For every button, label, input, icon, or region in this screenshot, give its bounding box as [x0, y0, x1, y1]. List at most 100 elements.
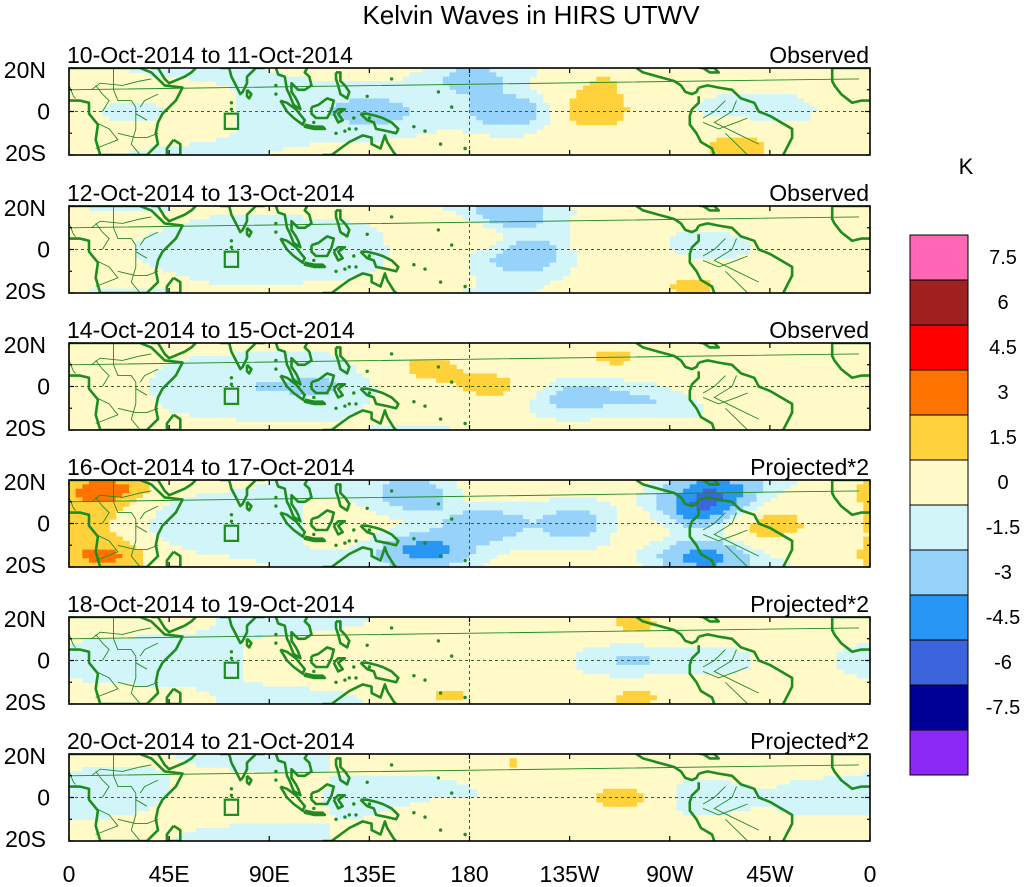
island-dot: [389, 626, 394, 630]
map-frame: [68, 342, 871, 431]
map-panel: 14-Oct-2014 to 15-Oct-2014 Observed 20N 0 20…: [4, 317, 871, 441]
coastline-java: [303, 398, 327, 406]
island-dot: [354, 813, 358, 817]
latitude-tick-label: 0: [37, 99, 50, 125]
country-border-line: [702, 786, 726, 805]
island-dot: [274, 230, 278, 234]
coastline-borneo: [310, 509, 336, 532]
map-panel: 16-Oct-2014 to 17-Oct-2014 Projected*2 20N…: [4, 454, 871, 578]
country-border-line: [91, 216, 152, 229]
country-border-line: [713, 649, 759, 694]
coastline-india: [220, 754, 265, 782]
island-dot: [450, 517, 454, 521]
panel-date-range: 14-Oct-2014 to 15-Oct-2014: [67, 317, 355, 343]
country-border-line: [139, 93, 159, 108]
island-dot: [367, 528, 372, 532]
latitude-tick-label: 0: [37, 511, 50, 537]
colorbar-swatch: [909, 414, 969, 461]
island-dot: [229, 793, 234, 797]
coastline-madagascar: [165, 550, 182, 567]
island-dot: [423, 404, 427, 408]
coastline-java: [303, 535, 327, 543]
anomaly-field: [89, 206, 751, 293]
map-frame: [68, 479, 871, 568]
country-border-line: [95, 670, 119, 698]
country-border-line: [135, 525, 148, 533]
country-border-line: [702, 803, 748, 816]
island-dot: [312, 395, 316, 400]
coastline-arabia: [151, 206, 197, 223]
country-border-line: [117, 270, 159, 277]
island-dot: [334, 817, 338, 821]
colorbar-label: 4.5: [989, 337, 1017, 359]
country-border-line: [69, 490, 859, 513]
coastline-africa: [830, 68, 870, 105]
island-dot: [367, 665, 372, 669]
coastline-australia: [322, 683, 398, 704]
longitude-tick-label: 0: [63, 861, 76, 887]
colorbar-swatch: [909, 369, 969, 416]
latitude-tick-label: 20N: [4, 195, 46, 221]
country-border-line: [135, 251, 148, 259]
map-panel: 12-Oct-2014 to 13-Oct-2014 Observed 20N 0 20…: [4, 180, 871, 304]
island-dot: [450, 105, 454, 109]
island-dot: [365, 643, 369, 647]
colorbar-swatch: [909, 594, 969, 641]
coastline-srilanka: [245, 363, 253, 375]
coastline-java: [303, 809, 327, 817]
coastline-sulawesi: [332, 519, 347, 536]
country-border-line: [117, 544, 159, 551]
island-dot: [367, 116, 372, 120]
country-border-line: [702, 512, 726, 531]
island-dot: [365, 232, 369, 236]
coastline-sulawesi: [332, 656, 347, 673]
coastline-australia: [322, 820, 398, 841]
map-area: [68, 616, 871, 705]
coastline-australia: [322, 409, 398, 430]
coastline-southam: [698, 84, 794, 155]
island-dot: [334, 543, 338, 547]
country-border-line: [113, 68, 137, 108]
colorbar-label: -6: [994, 652, 1012, 674]
country-border-line: [702, 392, 748, 405]
country-border-line: [135, 113, 148, 121]
country-border-line: [713, 786, 759, 831]
country-border-line: [69, 85, 77, 99]
coastline-samwest: [688, 645, 716, 704]
coastline-java: [303, 672, 327, 680]
panel-date-range: 16-Oct-2014 to 17-Oct-2014: [67, 454, 355, 480]
island-dot: [229, 656, 234, 660]
country-border-line: [130, 793, 141, 841]
country-border-line: [713, 100, 759, 145]
coastline-seasia: [274, 754, 313, 797]
country-border-line: [69, 771, 77, 785]
island-dot: [463, 146, 467, 151]
colorbar-swatch: [909, 459, 969, 506]
coastline-southam: [698, 633, 794, 704]
coastline-centralam: [635, 617, 700, 645]
coastline-southam: [698, 222, 794, 293]
coastline-seasia: [274, 68, 313, 111]
island-dot: [312, 669, 316, 674]
island-dot: [463, 284, 467, 289]
island-dot: [312, 258, 316, 263]
island-dot: [354, 676, 358, 680]
region-box-outline: [223, 112, 240, 130]
island-dot: [312, 120, 316, 125]
colorbar-label: 3: [997, 382, 1008, 404]
latitude-tick-label: 20N: [4, 57, 46, 83]
coastline-sulawesi: [332, 107, 347, 124]
map-frame: [68, 616, 871, 705]
country-border-line: [725, 681, 748, 704]
coastline-borneo: [310, 97, 336, 120]
island-dot: [274, 641, 278, 645]
coastline-caribbean: [702, 480, 721, 486]
latitude-tick-label: 20N: [4, 469, 46, 495]
country-border-line: [702, 255, 748, 268]
coastline-africa: [830, 480, 870, 517]
coastline-seasia: [274, 206, 313, 249]
country-border-line: [139, 368, 159, 383]
coastline-samwest: [688, 371, 716, 430]
map-area: [68, 753, 871, 842]
map-panel: 10-Oct-2014 to 11-Oct-2014 Observed 20N 0 20…: [4, 42, 871, 166]
